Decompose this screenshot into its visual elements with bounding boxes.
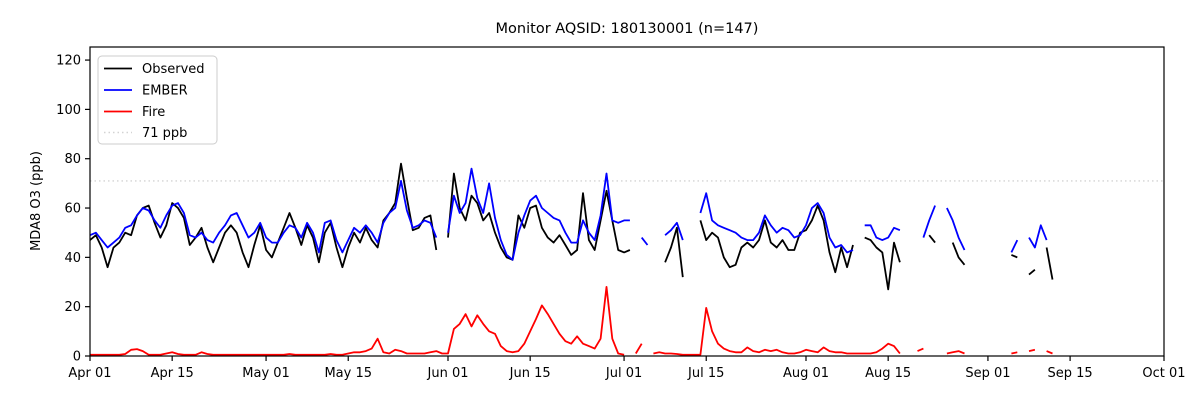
fire-line xyxy=(90,286,1053,356)
legend-observed-label: Observed xyxy=(142,62,205,77)
x-tick-label: Aug 15 xyxy=(865,366,911,381)
y-tick-label: 100 xyxy=(56,103,81,118)
observed-line xyxy=(89,162,1054,291)
x-tick-label: Jun 15 xyxy=(509,366,551,381)
x-tick-label: Jul 01 xyxy=(605,366,642,381)
x-tick-label: May 15 xyxy=(324,366,372,381)
y-tick-label: 60 xyxy=(64,202,81,217)
y-tick-label: 120 xyxy=(56,54,81,69)
legend-ember-label: EMBER xyxy=(142,84,188,99)
x-tick-label: Oct 01 xyxy=(1142,366,1185,381)
x-tick-label: Apr 01 xyxy=(68,366,111,381)
y-tick-label: 40 xyxy=(64,251,81,266)
x-tick-label: Sep 01 xyxy=(965,366,1010,381)
legend-box xyxy=(97,55,218,145)
x-tick-label: Jul 15 xyxy=(687,366,724,381)
plot-layer: 0 20 40 60 80 100 120 Apr 01 Apr 15 May 01 May 15 J… xyxy=(56,54,1185,381)
y-tick-label: 80 xyxy=(64,152,81,167)
y-axis-label: MDA8 O3 (ppb) xyxy=(29,151,44,251)
legend-fire-label: Fire xyxy=(142,105,165,120)
ember-line xyxy=(89,167,1048,261)
x-tick-label: Aug 01 xyxy=(783,366,829,381)
y-tick-label: 0 xyxy=(73,350,81,365)
y-tick-label: 20 xyxy=(64,300,81,315)
chart-title: Monitor AQSID: 180130001 (n=147) xyxy=(496,21,759,37)
x-tick-label: Apr 15 xyxy=(151,366,194,381)
legend: Observed EMBER Fire 71 ppb xyxy=(97,55,218,145)
legend-threshold-label: 71 ppb xyxy=(142,126,187,141)
x-tick-label: Sep 15 xyxy=(1048,366,1093,381)
x-tick-label: May 01 xyxy=(242,366,290,381)
plot-border xyxy=(89,46,1165,357)
x-tick-label: Jun 01 xyxy=(427,366,469,381)
